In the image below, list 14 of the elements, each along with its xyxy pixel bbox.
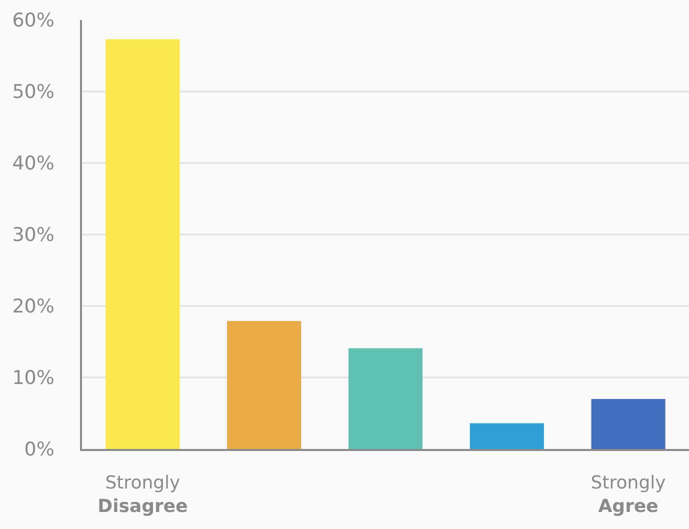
y-tick-label: 50% [12, 81, 54, 104]
bar [106, 39, 180, 449]
x-tick-label: Strongly Disagree [98, 472, 188, 517]
bar [227, 321, 302, 449]
y-tick-label: 30% [12, 224, 54, 246]
bar [348, 348, 423, 449]
y-tick-label: 0% [24, 438, 54, 461]
x-tick-label: Strongly Agree [590, 472, 666, 517]
y-tick-label: 60% [12, 10, 54, 32]
y-tick-label: 10% [12, 367, 54, 390]
bar [591, 398, 666, 449]
y-tick-label: 40% [12, 152, 54, 175]
bar [470, 423, 544, 449]
y-tick-label: 20% [12, 296, 54, 318]
